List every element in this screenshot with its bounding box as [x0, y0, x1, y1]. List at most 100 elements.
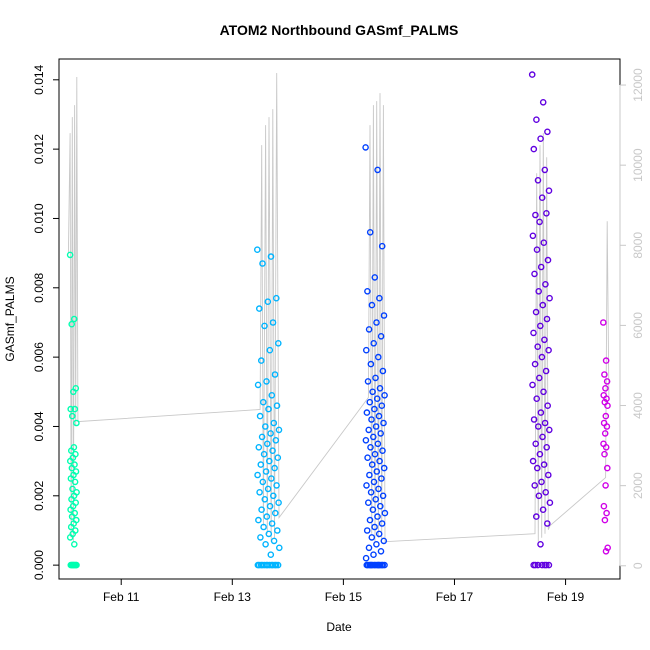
data-point — [380, 537, 388, 545]
data-point — [264, 298, 272, 306]
data-point — [536, 374, 543, 382]
data-point — [376, 384, 384, 392]
data-point — [254, 471, 261, 479]
altitude-line — [67, 72, 610, 543]
x-axis-label: Date — [326, 620, 352, 634]
data-point — [603, 395, 610, 403]
data-point — [71, 405, 79, 413]
data-point — [70, 561, 78, 569]
data-point — [264, 485, 272, 493]
data-point — [544, 520, 551, 527]
data-point — [544, 402, 552, 410]
data-point — [263, 513, 271, 520]
data-point — [381, 509, 389, 517]
data-point — [535, 423, 542, 430]
data-point — [366, 398, 374, 406]
data-point — [377, 548, 385, 555]
data-point — [533, 116, 540, 123]
y-axis: 0.000 0.002 0.004 0.006 0.008 0.010 0.012 0.014 — [32, 64, 60, 580]
x-axis: Feb 11 Feb 13 Feb 15 Feb 17 Feb 19 — [103, 578, 585, 604]
data-point — [269, 447, 276, 455]
data-point — [373, 395, 381, 403]
data-point — [603, 509, 610, 517]
data-point — [543, 561, 550, 569]
data-point — [604, 464, 611, 472]
data-point — [539, 301, 547, 309]
data-point — [269, 492, 277, 500]
data-point — [530, 145, 538, 153]
data-point — [373, 468, 381, 475]
data-point — [362, 554, 370, 562]
data-point — [377, 332, 385, 340]
data-point — [538, 561, 546, 569]
data-point — [370, 478, 378, 486]
y2-tick-label: 2000 — [631, 472, 645, 499]
data-points-layer — [66, 71, 612, 569]
data-point — [541, 336, 548, 344]
data-point — [68, 464, 76, 472]
data-point — [601, 450, 608, 458]
y-tick-label: 0.012 — [32, 134, 46, 164]
data-point — [531, 482, 539, 489]
data-point — [363, 409, 371, 416]
data-point — [371, 450, 379, 458]
data-point — [257, 534, 264, 541]
data-point — [378, 402, 386, 410]
data-point — [68, 320, 75, 328]
data-point — [265, 530, 273, 538]
data-point — [375, 485, 382, 493]
data-point — [375, 412, 383, 420]
data-point — [374, 440, 382, 448]
data-point — [260, 450, 268, 458]
data-point — [273, 402, 281, 410]
data-point — [258, 433, 266, 441]
data-point — [370, 551, 377, 559]
data-point — [261, 423, 269, 430]
data-point — [68, 513, 76, 520]
x-tick-label: Feb 17 — [436, 590, 474, 604]
data-point — [259, 260, 266, 267]
data-point — [528, 71, 536, 78]
data-point — [73, 561, 80, 569]
data-point — [546, 294, 553, 302]
data-point — [363, 482, 370, 489]
data-point — [270, 537, 278, 545]
y2-tick-label: 0 — [631, 562, 645, 569]
data-point — [67, 405, 74, 413]
data-point — [535, 287, 543, 295]
y-tick-label: 0.014 — [32, 64, 46, 94]
data-point — [375, 530, 383, 538]
data-point — [256, 412, 264, 420]
y2-tick-label: 6000 — [631, 312, 645, 339]
data-point — [604, 402, 611, 410]
data-point — [544, 256, 552, 264]
data-point — [603, 423, 611, 430]
data-point — [364, 378, 372, 385]
y-tick-label: 0.000 — [32, 550, 46, 580]
data-point — [377, 430, 385, 437]
data-point — [263, 378, 270, 385]
data-point — [258, 506, 265, 514]
y2-tick-label: 10000 — [631, 148, 645, 182]
data-point — [267, 430, 274, 437]
data-point — [601, 516, 609, 524]
data-point — [366, 471, 373, 479]
data-point — [600, 319, 607, 326]
data-point — [368, 461, 376, 468]
data-point — [533, 513, 540, 520]
data-point — [532, 308, 540, 316]
data-point — [372, 495, 380, 503]
data-point — [270, 419, 278, 427]
data-point — [533, 395, 541, 403]
data-point — [369, 388, 376, 396]
altitude-trace-layer — [67, 72, 610, 543]
data-point — [365, 426, 373, 434]
data-point — [542, 280, 549, 288]
data-point — [529, 457, 537, 465]
y-tick-label: 0.008 — [32, 272, 46, 302]
data-point — [601, 371, 608, 378]
data-point — [539, 506, 547, 514]
data-point — [537, 541, 544, 548]
data-point — [255, 443, 263, 451]
